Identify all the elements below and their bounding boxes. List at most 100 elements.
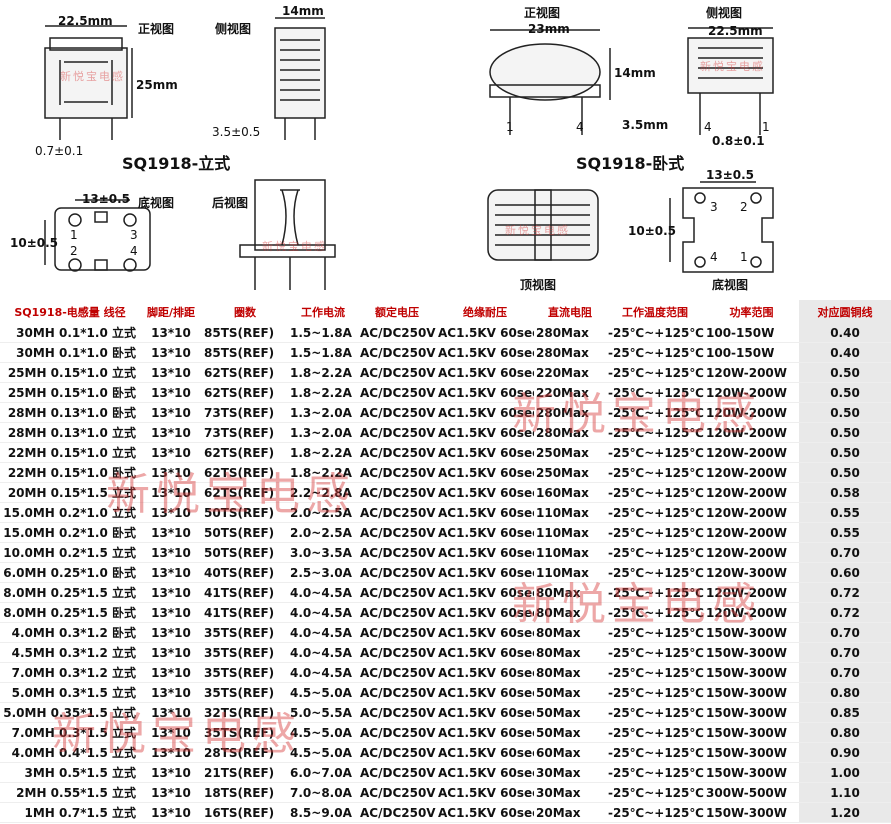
table-cell: 4.0~4.5A <box>288 582 358 603</box>
table-cell: 280Max <box>534 402 606 423</box>
table-cell: 110Max <box>534 562 606 583</box>
table-cell: 0.50 <box>799 362 891 383</box>
vertical-bottom-view-label: 底视图 <box>138 196 175 210</box>
vertical-pin-3: 3 <box>130 228 138 242</box>
table-cell: AC/DC250V <box>358 342 436 363</box>
table-cell: 13*10 <box>140 802 202 823</box>
table-cell: AC/DC250V <box>358 502 436 523</box>
table-cell: AC1.5KV 60sec <box>436 802 534 823</box>
table-cell: 120W-200W <box>704 442 799 463</box>
table-cell: 13*10 <box>140 442 202 463</box>
vertical-pin-1: 1 <box>70 228 78 242</box>
table-row: 7.0MH 0.3*1.5 立式 13*10 35TS(REF) 4.5~5.0A AC… <box>0 722 891 743</box>
table-cell: 62TS(REF) <box>202 382 288 403</box>
spec-table: SQ1918-电感量 线径 脚距/排距 圈数 工作电流 额定电压 绝缘耐压 直流电阻 工作温度… <box>0 300 891 823</box>
table-cell: 0.70 <box>799 662 891 683</box>
table-cell: -25℃~+125℃ <box>606 502 704 523</box>
table-cell: 2.2~2.8A <box>288 482 358 503</box>
table-cell: 110Max <box>534 542 606 563</box>
table-cell: 5.0MH 0.3*1.5 立式 <box>0 682 140 703</box>
table-cell: AC1.5KV 60sec <box>436 402 534 423</box>
drawing-lines <box>44 17 774 290</box>
table-cell: AC/DC250V <box>358 662 436 683</box>
table-cell: -25℃~+125℃ <box>606 402 704 423</box>
table-cell: 10.0MH 0.2*1.5 立式 <box>0 542 140 563</box>
table-cell: AC/DC250V <box>358 582 436 603</box>
table-cell: AC1.5KV 60sec <box>436 742 534 763</box>
table-cell: 1.8~2.2A <box>288 362 358 383</box>
table-cell: 4.5~5.0A <box>288 722 358 743</box>
table-cell: 13*10 <box>140 602 202 623</box>
horizontal-pitch-dim: 13±0.5 <box>706 168 755 182</box>
vertical-side-view-label: 侧视图 <box>215 22 252 36</box>
vertical-pin-dia-dim: 0.7±0.1 <box>35 144 84 158</box>
table-cell: 13*10 <box>140 742 202 763</box>
table-cell: 41TS(REF) <box>202 582 288 603</box>
table-cell: 13*10 <box>140 782 202 803</box>
table-cell: 30Max <box>534 762 606 783</box>
table-cell: 13*10 <box>140 422 202 443</box>
table-cell: 0.50 <box>799 382 891 403</box>
table-cell: 4.0~4.5A <box>288 602 358 623</box>
vertical-front-view-drawing <box>44 25 133 140</box>
table-cell: AC/DC250V <box>358 682 436 703</box>
table-cell: 35TS(REF) <box>202 722 288 743</box>
table-row: 3MH 0.5*1.5 立式 13*10 21TS(REF) 6.0~7.0A AC/D… <box>0 762 891 783</box>
table-cell: 0.40 <box>799 342 891 363</box>
table-header-cell: 工作温度范围 <box>622 305 688 319</box>
table-cell: AC1.5KV 60sec <box>436 582 534 603</box>
table-cell: 50Max <box>534 702 606 723</box>
table-cell: AC1.5KV 60sec <box>436 442 534 463</box>
table-cell: 4.5~5.0A <box>288 742 358 763</box>
horizontal-row-dim: 10±0.5 <box>628 224 677 238</box>
table-cell: 120W-200W <box>704 542 799 563</box>
table-cell: AC/DC250V <box>358 462 436 483</box>
table-cell: 150W-300W <box>704 642 799 663</box>
table-cell: 1.10 <box>799 782 891 803</box>
table-row: 10.0MH 0.2*1.5 立式 13*10 50TS(REF) 3.0~3.5A A… <box>0 542 891 563</box>
table-header-cell: 绝缘耐压 <box>463 305 507 319</box>
table-header-cell: 脚距/排距 <box>146 305 196 319</box>
table-cell: 30MH 0.1*1.0 卧式 <box>0 342 140 363</box>
table-cell: 62TS(REF) <box>202 482 288 503</box>
table-cell: AC1.5KV 60sec <box>436 702 534 723</box>
table-cell: 150W-300W <box>704 662 799 683</box>
table-cell: 100-150W <box>704 342 799 363</box>
table-cell: 15.0MH 0.2*1.0 立式 <box>0 502 140 523</box>
horizontal-pin-dia-dim: 0.8±0.1 <box>712 134 765 148</box>
table-cell: 2.5~3.0A <box>288 562 358 583</box>
table-cell: 13*10 <box>140 382 202 403</box>
table-cell: 80Max <box>534 582 606 603</box>
table-cell: AC1.5KV 60sec <box>436 662 534 683</box>
table-body: 30MH 0.1*1.0 立式 13*10 85TS(REF) 1.5~1.8A AC/… <box>0 323 891 823</box>
table-cell: 35TS(REF) <box>202 662 288 683</box>
table-cell: 3MH 0.5*1.5 立式 <box>0 762 140 783</box>
table-cell: 50Max <box>534 722 606 743</box>
vertical-pitch-dim: 13±0.5 <box>82 192 131 206</box>
table-cell: 4.0MH 0.3*1.2 卧式 <box>0 622 140 643</box>
table-cell: 220Max <box>534 382 606 403</box>
table-cell: 250Max <box>534 462 606 483</box>
table-cell: 0.60 <box>799 562 891 583</box>
table-cell: AC/DC250V <box>358 323 436 343</box>
table-cell: 8.0MH 0.25*1.5 卧式 <box>0 602 140 623</box>
table-header-cell: 额定电压 <box>375 305 419 319</box>
horizontal-bottom-view-label: 底视图 <box>712 278 749 292</box>
table-cell: AC/DC250V <box>358 422 436 443</box>
table-cell: -25℃~+125℃ <box>606 662 704 683</box>
table-cell: 1.5~1.8A <box>288 323 358 343</box>
horizontal-side-pin-4: 4 <box>704 120 712 134</box>
table-cell: 20MH 0.15*1.5 立式 <box>0 482 140 503</box>
horizontal-bottom-pin-2: 2 <box>740 200 748 214</box>
table-cell: 110Max <box>534 502 606 523</box>
table-cell: AC/DC250V <box>358 802 436 823</box>
table-row: 22MH 0.15*1.0 卧式 13*10 62TS(REF) 1.8~2.2A AC… <box>0 462 891 483</box>
table-cell: AC/DC250V <box>358 642 436 663</box>
horizontal-front-view-label: 正视图 <box>524 6 561 20</box>
horizontal-bottom-pin-3: 3 <box>710 200 718 214</box>
table-cell: 150W-300W <box>704 702 799 723</box>
vertical-front-view-label: 正视图 <box>138 22 175 36</box>
table-row: 8.0MH 0.25*1.5 卧式 13*10 41TS(REF) 4.0~4.5A A… <box>0 602 891 623</box>
table-cell: AC1.5KV 60sec <box>436 462 534 483</box>
table-cell: 2MH 0.55*1.5 立式 <box>0 782 140 803</box>
